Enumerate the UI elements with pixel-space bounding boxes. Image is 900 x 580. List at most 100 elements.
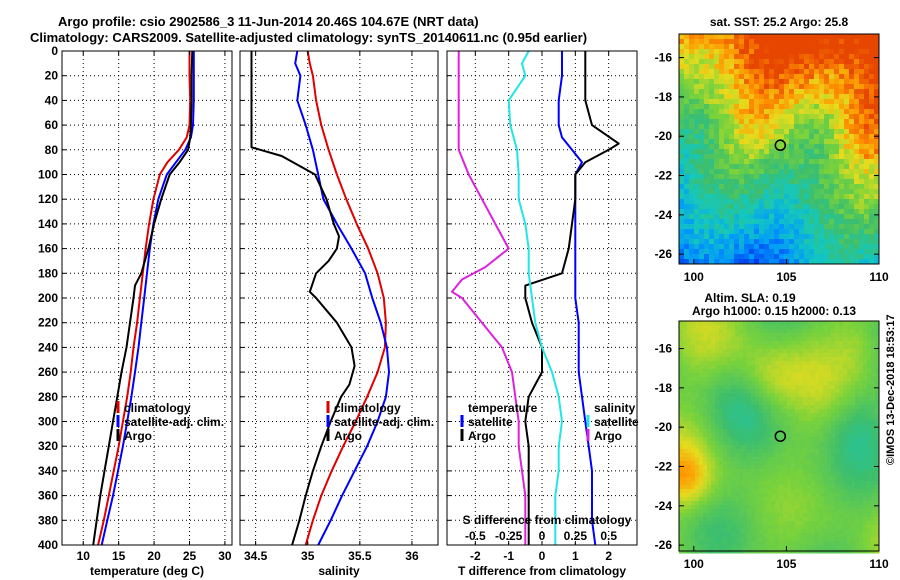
heatmap-cell xyxy=(851,493,856,498)
heatmap-cell xyxy=(839,353,844,358)
heatmap-cell xyxy=(824,249,830,255)
heatmap-cell xyxy=(729,59,735,65)
heatmap-cell xyxy=(727,493,732,498)
heatmap-cell xyxy=(807,469,812,474)
heatmap-cell xyxy=(789,254,795,260)
heatmap-cell xyxy=(771,477,776,482)
heatmap-cell xyxy=(807,385,812,390)
ytick-label: 260 xyxy=(38,365,58,379)
heatmap-cell xyxy=(691,369,696,374)
heatmap-cell xyxy=(835,533,840,538)
heatmap-cell xyxy=(779,321,784,326)
heatmap-cell xyxy=(714,44,720,50)
heatmap-cell xyxy=(871,545,876,550)
heatmap-cell xyxy=(859,433,864,438)
heatmap-cell xyxy=(815,365,820,370)
heatmap-cell xyxy=(827,353,832,358)
heatmap-cell xyxy=(774,119,780,125)
heatmap-cell xyxy=(787,529,792,534)
heatmap-cell xyxy=(851,453,856,458)
heatmap-cell xyxy=(824,34,830,40)
heatmap-cell xyxy=(791,373,796,378)
heatmap-cell xyxy=(859,159,865,165)
heatmap-cell xyxy=(851,513,856,518)
heatmap-cell xyxy=(764,249,770,255)
heatmap-cell xyxy=(815,385,820,390)
heatmap-cell xyxy=(719,144,725,150)
heatmap-cell xyxy=(827,501,832,506)
heatmap-cell xyxy=(834,94,840,100)
heatmap-cell xyxy=(835,417,840,422)
heatmap-cell xyxy=(834,134,840,140)
heatmap-cell xyxy=(751,449,756,454)
heatmap-cell xyxy=(694,129,700,135)
heatmap-cell xyxy=(863,473,868,478)
heatmap-cell xyxy=(759,199,765,205)
heatmap-cell xyxy=(823,337,828,342)
heatmap-cell xyxy=(864,229,870,235)
heatmap-cell xyxy=(743,465,748,470)
heatmap-cell xyxy=(684,124,690,130)
heatmap-cell xyxy=(739,461,744,466)
heatmap-cell xyxy=(779,129,785,135)
heatmap-cell xyxy=(704,179,710,185)
heatmap-cell xyxy=(715,393,720,398)
heatmap-cell xyxy=(687,513,692,518)
heatmap-cell xyxy=(784,179,790,185)
heatmap-cell xyxy=(819,441,824,446)
heatmap-cell xyxy=(831,361,836,366)
heatmap-cell xyxy=(704,159,710,165)
heatmap-cell xyxy=(689,114,695,120)
heatmap-cell xyxy=(827,489,832,494)
heatmap-cell xyxy=(683,325,688,330)
heatmap-cell xyxy=(834,254,840,260)
heatmap-cell xyxy=(709,109,715,115)
heatmap-cell xyxy=(849,254,855,260)
heatmap-cell xyxy=(724,104,730,110)
heatmap-cell xyxy=(743,337,748,342)
heatmap-cell xyxy=(799,164,805,170)
heatmap-cell xyxy=(684,104,690,110)
heatmap-cell xyxy=(824,149,830,155)
heatmap-cell xyxy=(775,433,780,438)
heatmap-cell xyxy=(779,239,785,245)
heatmap-cell xyxy=(687,517,692,522)
heatmap-cell xyxy=(859,89,865,95)
heatmap-cell xyxy=(764,39,770,45)
heatmap-cell xyxy=(809,154,815,160)
heatmap-cell xyxy=(715,445,720,450)
heatmap-cell xyxy=(839,341,844,346)
heatmap-cell xyxy=(843,389,848,394)
heatmap-cell xyxy=(839,321,844,326)
heatmap-cell xyxy=(814,74,820,80)
heatmap-cell xyxy=(859,144,865,150)
heatmap-cell xyxy=(834,239,840,245)
heatmap-cell xyxy=(819,445,824,450)
heatmap-cell xyxy=(839,169,845,175)
heatmap-cell xyxy=(795,325,800,330)
heatmap-cell xyxy=(824,194,830,200)
heatmap-cell xyxy=(694,194,700,200)
heatmap-cell xyxy=(839,64,845,70)
heatmap-cell xyxy=(703,357,708,362)
ytick-label: 400 xyxy=(38,538,58,552)
heatmap-cell xyxy=(764,59,770,65)
heatmap-cell xyxy=(811,437,816,442)
heatmap-cell xyxy=(863,425,868,430)
heatmap-cell xyxy=(795,381,800,386)
heatmap-cell xyxy=(759,545,764,550)
heatmap-cell xyxy=(869,249,875,255)
heatmap-cell xyxy=(687,365,692,370)
heatmap-cell xyxy=(854,69,860,75)
heatmap-cell xyxy=(711,441,716,446)
heatmap-cell xyxy=(819,497,824,502)
heatmap-cell xyxy=(815,417,820,422)
top-xtick-label: 0.25 xyxy=(564,529,588,543)
heatmap-cell xyxy=(874,204,880,210)
heatmap-cell xyxy=(769,254,775,260)
heatmap-cell xyxy=(819,413,824,418)
heatmap-cell xyxy=(783,513,788,518)
heatmap-cell xyxy=(711,401,716,406)
heatmap-cell xyxy=(684,249,690,255)
heatmap-cell xyxy=(827,493,832,498)
